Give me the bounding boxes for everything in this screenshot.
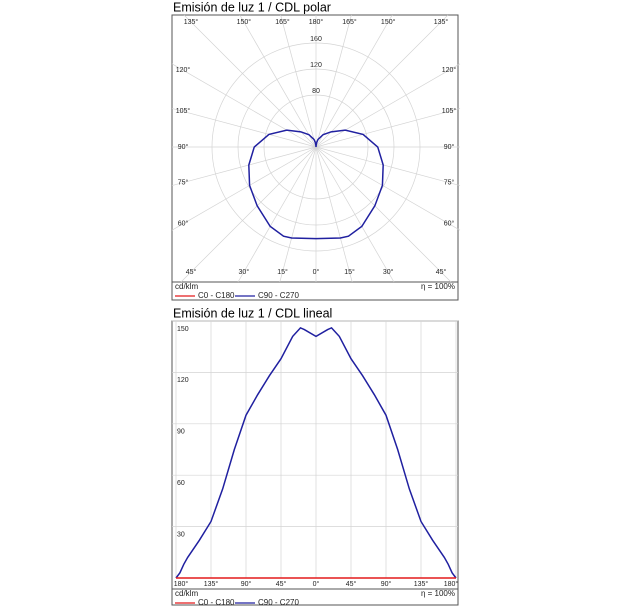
angle-tick-label: 150° bbox=[237, 18, 252, 26]
linear-frame bbox=[171, 320, 459, 606]
grid-spoke bbox=[237, 146, 317, 283]
angle-tick-label: 75° bbox=[178, 178, 189, 186]
line-series bbox=[175, 326, 457, 579]
grid-spoke bbox=[315, 146, 395, 283]
legend-label: C90 - C270 bbox=[258, 598, 299, 607]
y-tick-label: 150 bbox=[177, 326, 189, 333]
grid-spoke bbox=[315, 63, 461, 148]
y-tick-label: 120 bbox=[177, 377, 189, 384]
angle-tick-label: 45° bbox=[186, 268, 197, 276]
grid-spoke bbox=[279, 146, 317, 283]
angle-tick-label: 90° bbox=[444, 143, 455, 151]
angle-tick-label: 105° bbox=[442, 107, 457, 115]
grid-spoke bbox=[315, 146, 461, 186]
grid-spoke bbox=[239, 14, 317, 148]
angle-tick-label: 165° bbox=[275, 18, 290, 26]
angle-tick-label: 165° bbox=[342, 18, 357, 26]
legend-label: C0 - C180 bbox=[198, 598, 235, 607]
angle-tick-label: 45° bbox=[436, 268, 447, 276]
angle-tick-label: 75° bbox=[444, 178, 455, 186]
unit-label: cd/klm bbox=[175, 589, 198, 598]
polar-frame bbox=[171, 14, 459, 301]
x-tick-label: 180° bbox=[444, 580, 459, 588]
angle-tick-label: 60° bbox=[444, 220, 455, 228]
angle-tick-label: 120° bbox=[442, 66, 457, 74]
grid-spoke bbox=[315, 146, 452, 283]
grid-spoke bbox=[180, 146, 317, 283]
angle-tick-label: 60° bbox=[178, 220, 189, 228]
angle-tick-label: 0° bbox=[313, 268, 320, 276]
angle-tick-label: 30° bbox=[239, 268, 250, 276]
x-tick-label: 90° bbox=[241, 580, 252, 588]
angle-tick-label: 150° bbox=[381, 18, 396, 26]
grid-spoke bbox=[280, 14, 317, 148]
efficiency-label: η = 100% bbox=[421, 282, 455, 291]
x-tick-label: 180° bbox=[174, 580, 189, 588]
grid-spoke bbox=[315, 146, 353, 283]
angle-tick-label: 30° bbox=[383, 268, 394, 276]
angle-tick-label: 135° bbox=[184, 18, 199, 26]
angle-tick-label: 90° bbox=[178, 143, 189, 151]
y-tick-label: 30 bbox=[177, 531, 185, 538]
grid-spoke bbox=[315, 146, 461, 231]
x-tick-label: 0° bbox=[313, 580, 320, 588]
x-tick-label: 135° bbox=[414, 580, 429, 588]
angle-tick-label: 105° bbox=[176, 107, 191, 115]
grid-spoke bbox=[315, 14, 393, 148]
grid-spoke bbox=[315, 14, 352, 148]
grid-spoke bbox=[171, 146, 317, 186]
unit-label: cd/klm bbox=[175, 282, 198, 291]
x-tick-label: 45° bbox=[276, 580, 287, 588]
x-tick-label: 45° bbox=[346, 580, 357, 588]
legend-label: C90 - C270 bbox=[258, 291, 299, 300]
efficiency-label: η = 100% bbox=[421, 589, 455, 598]
angle-tick-label: 15° bbox=[277, 268, 288, 276]
grid-spoke bbox=[171, 63, 317, 148]
x-tick-label: 135° bbox=[204, 580, 219, 588]
chart-title: Emisión de luz 1 / CDL polar bbox=[173, 0, 331, 14]
grid-spoke bbox=[171, 146, 317, 231]
grid-spoke bbox=[315, 108, 461, 148]
grid-spoke bbox=[183, 14, 317, 148]
angle-tick-label: 180° bbox=[309, 18, 324, 26]
grid-spoke bbox=[171, 108, 317, 148]
y-tick-label: 90 bbox=[177, 429, 185, 436]
chart-title: Emisión de luz 1 / CDL lineal bbox=[173, 306, 332, 320]
y-tick-label: 60 bbox=[177, 480, 185, 487]
polar-curve bbox=[248, 129, 384, 240]
grid-spoke bbox=[315, 14, 449, 148]
angle-tick-label: 15° bbox=[344, 268, 355, 276]
angle-tick-label: 120° bbox=[176, 66, 191, 74]
legend-label: C0 - C180 bbox=[198, 291, 235, 300]
x-tick-label: 90° bbox=[381, 580, 392, 588]
angle-tick-label: 135° bbox=[434, 18, 449, 26]
